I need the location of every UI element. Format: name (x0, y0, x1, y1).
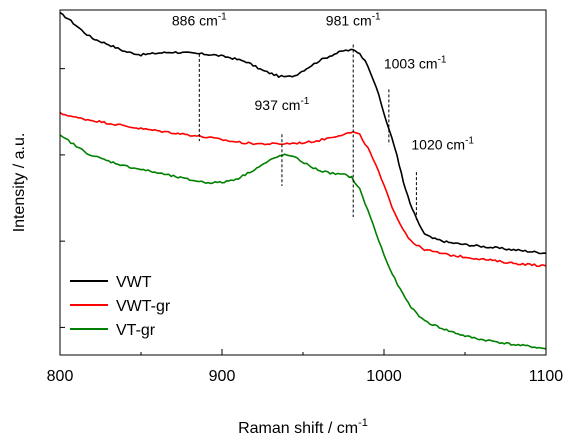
legend-label-vt-gr: VT-gr (116, 322, 156, 339)
series-line-vwt (59, 11, 547, 255)
series-line-vt-gr (59, 134, 547, 350)
axis-ticks: 800 900 1000 1100 (47, 68, 564, 385)
annotation-label-1020: 1020 cm-1 (411, 136, 474, 153)
annotation-label-981: 981 cm-1 (326, 12, 381, 29)
x-tick-label-1000: 1000 (366, 368, 402, 385)
x-tick-label-800: 800 (47, 368, 74, 385)
x-tick-label-1100: 1100 (529, 368, 564, 385)
annotation-label-886: 886 cm-1 (172, 12, 227, 29)
legend: VWT VWT-gr VT-gr (70, 274, 171, 339)
x-tick-label-900: 900 (209, 368, 236, 385)
legend-label-vwt-gr: VWT-gr (116, 298, 171, 315)
legend-label-vwt: VWT (116, 274, 152, 291)
annotation-label-1003: 1003 cm-1 (384, 55, 447, 72)
x-axis-label: Raman shift / cm-1 (238, 417, 368, 437)
y-axis-label: Intensity / a.u. (11, 133, 28, 233)
annotation-label-937: 937 cm-1 (255, 96, 310, 113)
series-line-vwt-gr (59, 111, 547, 268)
annotation-layer: 886 cm-1 937 cm-1 981 cm-1 1003 cm-1 1020 cm… (172, 12, 474, 221)
series-layer (59, 11, 547, 350)
